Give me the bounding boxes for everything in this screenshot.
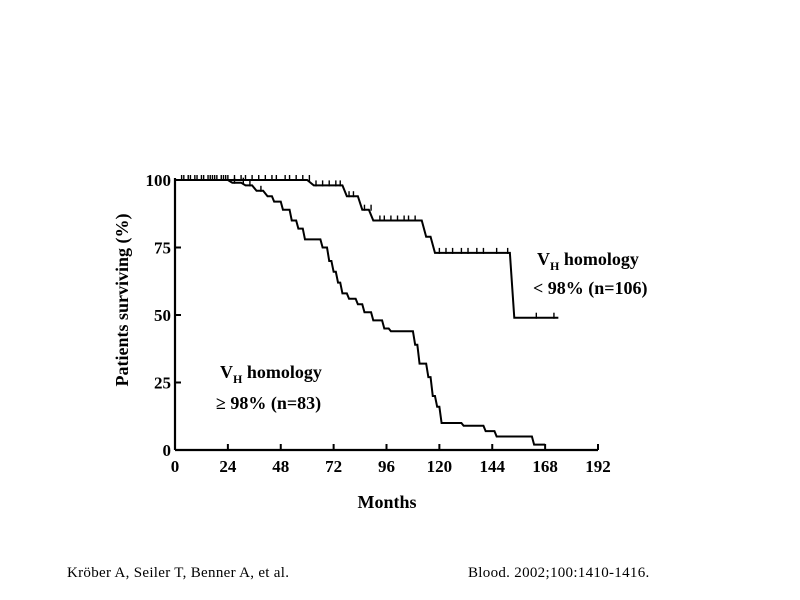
series-layer <box>175 175 559 446</box>
series-label-line1: VH homology <box>537 249 639 273</box>
y-axis-label: Patients surviving (%) <box>112 213 133 386</box>
citation-authors: Kröber A, Seiler T, Benner A, et al. <box>67 565 290 581</box>
x-tick-label: 192 <box>585 457 611 476</box>
survival-curve <box>175 179 546 446</box>
series-high-homology <box>175 175 546 446</box>
survival-curve <box>175 179 559 319</box>
y-tick-label: 25 <box>154 374 171 393</box>
tick-marks: 0 24 48 72 96 120 144 168 192 0 25 50 75 100 <box>146 171 611 476</box>
series-label-line2: < 98% (n=106) <box>533 278 648 299</box>
x-tick-label: 168 <box>532 457 558 476</box>
y-tick-label: 50 <box>154 306 171 325</box>
x-tick-label: 120 <box>427 457 453 476</box>
x-tick-label: 0 <box>171 457 180 476</box>
citation-journal: Blood. 2002;100:1410-1416. <box>468 565 650 581</box>
series-label-line1: VH homology <box>220 362 322 386</box>
y-tick-label: 0 <box>163 441 172 460</box>
x-tick-label: 72 <box>325 457 342 476</box>
y-tick-label: 75 <box>154 239 171 258</box>
x-axis-label: Months <box>357 492 416 512</box>
series-low-homology <box>175 175 559 319</box>
series-label-line2: ≥ 98% (n=83) <box>216 393 321 414</box>
y-tick-label: 100 <box>146 171 172 190</box>
x-tick-label: 96 <box>378 457 395 476</box>
series-labels: VH homology < 98% (n=106) VH homology ≥ 98%… <box>216 249 648 414</box>
x-tick-label: 144 <box>480 457 506 476</box>
x-tick-label: 24 <box>219 457 237 476</box>
x-tick-label: 48 <box>272 457 289 476</box>
